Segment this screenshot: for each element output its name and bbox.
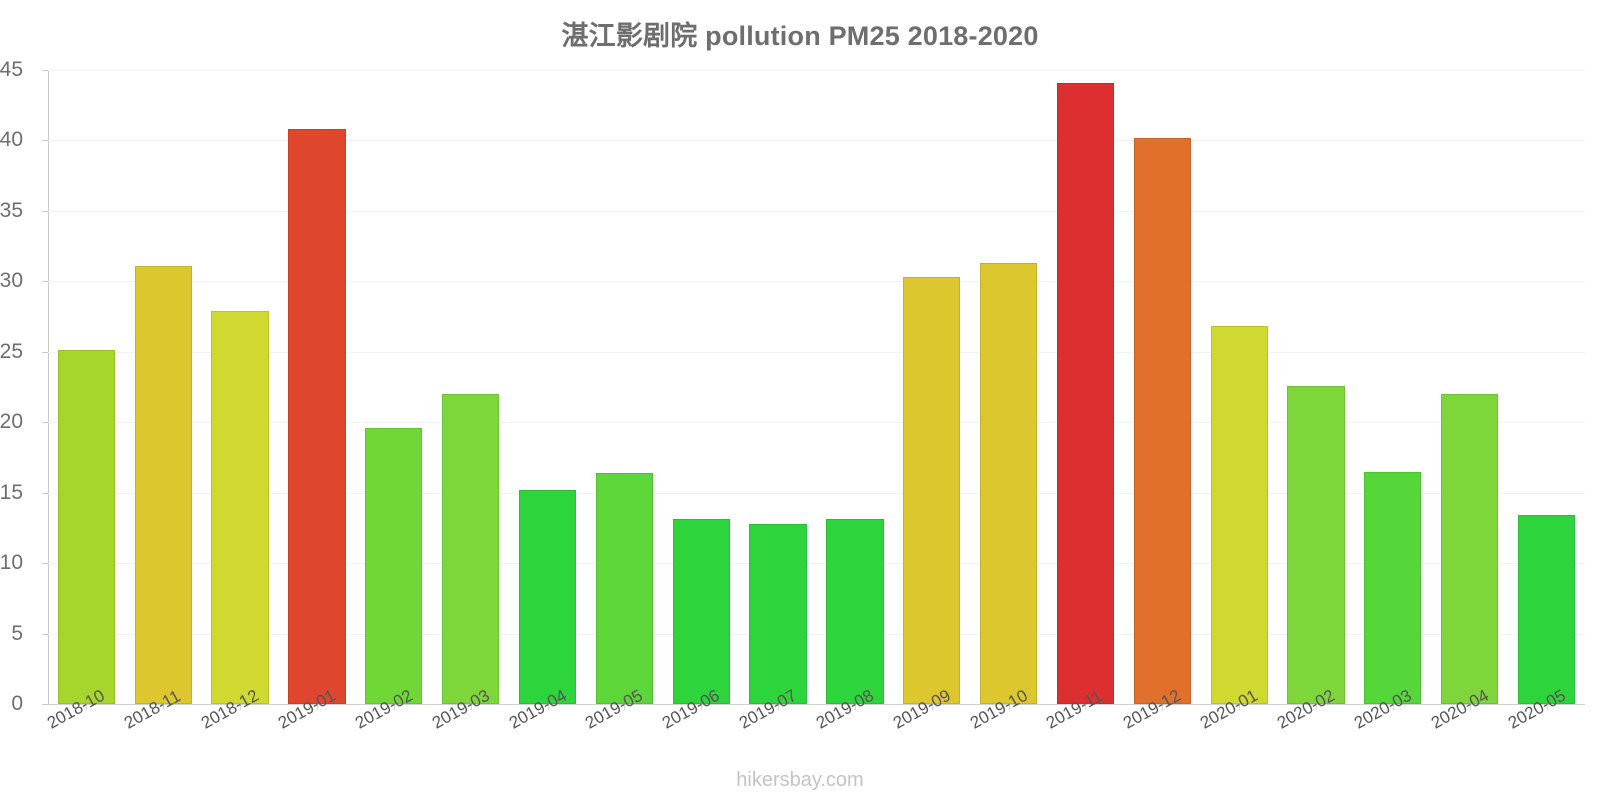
y-axis-tick-label: 25 xyxy=(0,339,23,363)
y-gridline xyxy=(48,492,1585,494)
bar-2020-04[interactable] xyxy=(1441,394,1499,704)
x-tickmark xyxy=(547,704,549,710)
y-tickmark xyxy=(42,563,48,565)
x-tickmark xyxy=(316,704,318,710)
y-gridline xyxy=(48,70,1585,71)
y-tickmark xyxy=(42,704,48,705)
y-gridline xyxy=(48,140,1585,142)
y-gridline xyxy=(48,633,1585,635)
bar-2020-03[interactable] xyxy=(1364,471,1422,704)
y-gridline xyxy=(48,704,1585,705)
x-tickmark xyxy=(931,704,933,710)
x-tickmark xyxy=(778,704,780,710)
x-tickmark xyxy=(1546,704,1548,710)
x-tickmark xyxy=(1085,704,1087,710)
x-tickmark xyxy=(86,704,88,710)
bar-2019-03[interactable] xyxy=(442,394,500,704)
y-tickmark xyxy=(42,633,48,635)
bar-2018-12[interactable] xyxy=(211,310,269,704)
bar-2019-07[interactable] xyxy=(749,523,807,704)
x-tickmark xyxy=(163,704,165,710)
y-tickmark xyxy=(42,492,48,494)
y-axis-tick-label: 10 xyxy=(0,551,23,575)
bar-2019-09[interactable] xyxy=(903,277,961,704)
y-tickmark xyxy=(42,140,48,142)
y-gridline xyxy=(48,422,1585,424)
y-tickmark xyxy=(42,351,48,353)
y-tickmark xyxy=(42,281,48,283)
x-tickmark xyxy=(701,704,703,710)
bar-2018-10[interactable] xyxy=(57,350,116,704)
bar-2019-10[interactable] xyxy=(979,263,1038,704)
bar-2020-01[interactable] xyxy=(1210,326,1268,704)
bar-2019-12[interactable] xyxy=(1133,137,1191,704)
bar-2019-06[interactable] xyxy=(672,519,730,704)
y-axis-tick-label: 35 xyxy=(0,198,23,222)
x-tickmark xyxy=(1008,704,1010,710)
y-axis-line xyxy=(48,70,49,704)
x-tickmark xyxy=(1239,704,1241,710)
y-axis-tick-label: 40 xyxy=(0,128,23,152)
bar-2019-02[interactable] xyxy=(365,427,423,704)
bar-2019-01[interactable] xyxy=(288,129,346,704)
chart-title: 湛江影剧院 pollution PM25 2018-2020 xyxy=(561,21,1039,51)
y-axis-tick-label: 45 xyxy=(0,58,23,81)
x-tickmark xyxy=(854,704,856,710)
y-axis-tick-label: 20 xyxy=(0,410,23,434)
bar-2019-04[interactable] xyxy=(518,489,577,704)
y-gridline xyxy=(48,210,1585,212)
y-tickmark xyxy=(42,210,48,212)
x-tickmark xyxy=(1469,704,1471,710)
y-tickmark xyxy=(42,422,48,424)
bar-2020-02[interactable] xyxy=(1287,385,1345,704)
bar-2019-08[interactable] xyxy=(826,519,884,704)
x-tickmark xyxy=(240,704,242,710)
bar-2018-11[interactable] xyxy=(134,265,192,704)
x-tickmark xyxy=(1316,704,1318,710)
y-gridline xyxy=(48,563,1585,565)
y-gridline xyxy=(48,281,1585,283)
bar-2019-11[interactable] xyxy=(1056,82,1115,704)
y-axis-tick-label: 5 xyxy=(11,621,23,645)
x-tickmark xyxy=(1392,704,1394,710)
footer-attribution: hikersbay.com xyxy=(736,769,864,791)
x-tickmark xyxy=(470,704,472,710)
x-tickmark xyxy=(624,704,626,710)
y-tickmark xyxy=(42,70,48,71)
x-tickmark xyxy=(1162,704,1164,710)
plot-area: 0 5 10 15 20 25 30 35 40 45 2018-10 2018-11 2018-12 2… xyxy=(0,58,1585,733)
y-gridline xyxy=(48,351,1585,353)
x-tickmark xyxy=(393,704,395,710)
y-axis-tick-label: 30 xyxy=(0,269,23,293)
y-axis-tick-label: 15 xyxy=(0,480,23,504)
bar-2020-05[interactable] xyxy=(1517,515,1576,704)
bar-2019-05[interactable] xyxy=(595,472,653,704)
y-axis-tick-label: 0 xyxy=(11,692,23,715)
